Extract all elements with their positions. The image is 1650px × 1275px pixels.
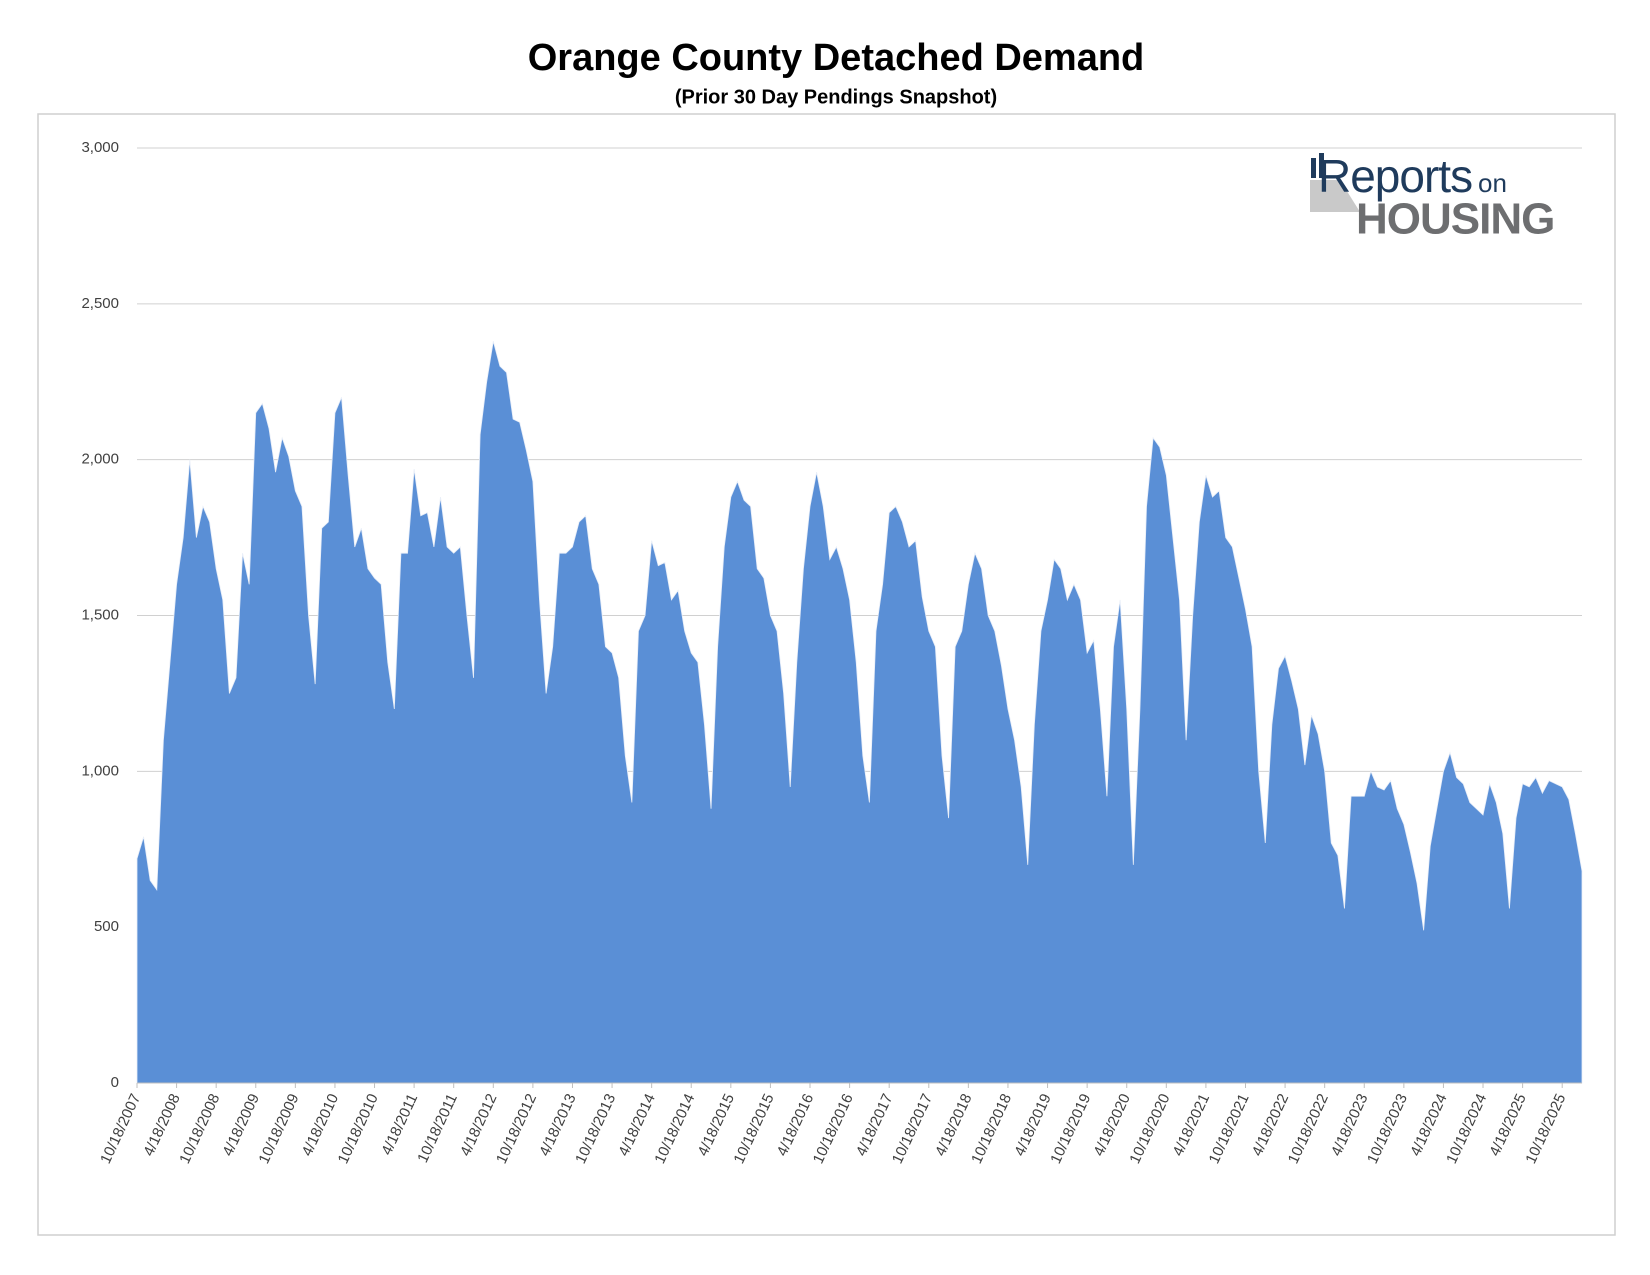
- x-tick-label: 4/18/2011: [378, 1091, 421, 1158]
- x-tick-label: 4/18/2020: [1090, 1091, 1134, 1159]
- x-tick-label: 10/18/2011: [414, 1091, 461, 1165]
- x-tick-label: 10/18/2018: [968, 1091, 1015, 1166]
- x-tick-label: 10/18/2014: [651, 1091, 698, 1166]
- x-tick-label: 10/18/2015: [731, 1091, 778, 1166]
- chart-border: [37, 113, 1616, 1236]
- logo-bar: [1311, 158, 1316, 178]
- logo-word: Reports: [1318, 150, 1472, 202]
- x-tick-label: 10/18/2021: [1206, 1091, 1253, 1166]
- x-tick-label: 10/18/2019: [1047, 1091, 1094, 1166]
- y-tick-label: 500: [94, 918, 119, 935]
- x-tick-label: 10/18/2025: [1522, 1091, 1569, 1166]
- logo: Reports on HOUSING: [1310, 150, 1555, 244]
- chart-title: Orange County Detached Demand: [528, 37, 1145, 79]
- x-tick-label: 4/18/2015: [694, 1091, 738, 1159]
- x-tick-label: 10/18/2013: [572, 1091, 619, 1166]
- y-tick-label: 1,000: [81, 762, 119, 779]
- x-tick-label: 4/18/2023: [1328, 1091, 1372, 1159]
- x-tick-label: 10/18/2009: [255, 1091, 302, 1166]
- x-tick-label: 4/18/2022: [1249, 1091, 1293, 1159]
- x-tick-label: 10/18/2024: [1443, 1091, 1490, 1166]
- x-tick-label: 10/18/2022: [1285, 1091, 1332, 1166]
- logo-small: on: [1478, 168, 1507, 198]
- x-tick-label: 4/18/2010: [299, 1091, 343, 1159]
- x-tick-label: 10/18/2008: [176, 1091, 223, 1166]
- x-tick-label: 4/18/2024: [1407, 1091, 1451, 1159]
- y-tick-label: 3,000: [81, 139, 119, 156]
- y-tick-label: 1,500: [81, 606, 119, 623]
- y-tick-label: 2,500: [81, 295, 119, 312]
- x-tick-label: 10/18/2007: [97, 1091, 144, 1166]
- x-tick-label: 4/18/2008: [140, 1091, 184, 1159]
- x-tick-label: 4/18/2018: [932, 1091, 976, 1159]
- x-tick-label: 10/18/2020: [1126, 1091, 1173, 1166]
- x-tick-label: 4/18/2013: [536, 1091, 580, 1159]
- logo-bar: [1319, 153, 1324, 178]
- x-tick-label: 4/18/2016: [774, 1091, 818, 1159]
- x-tick-label: 4/18/2009: [219, 1091, 263, 1159]
- x-tick-label: 10/18/2010: [335, 1091, 382, 1166]
- x-tick-label: 10/18/2017: [889, 1091, 936, 1166]
- x-tick-label: 4/18/2012: [457, 1091, 501, 1159]
- x-tick-label: 4/18/2014: [615, 1091, 659, 1159]
- x-tick-label: 10/18/2012: [493, 1091, 540, 1166]
- y-tick-label: 0: [111, 1074, 119, 1091]
- x-tick-label: 4/18/2025: [1486, 1091, 1530, 1159]
- x-tick-label: 4/18/2019: [1011, 1091, 1055, 1159]
- x-tick-label: 10/18/2016: [810, 1091, 857, 1166]
- logo-line2: HOUSING: [1356, 195, 1554, 244]
- chart-subtitle: (Prior 30 Day Pendings Snapshot): [675, 86, 997, 108]
- logo-shape: [1310, 180, 1360, 212]
- area: [136, 341, 1583, 1084]
- y-tick-label: 2,000: [81, 451, 119, 468]
- x-tick-label: 10/18/2023: [1364, 1091, 1411, 1166]
- x-tick-label: 4/18/2017: [853, 1091, 897, 1159]
- x-tick-label: 4/18/2021: [1170, 1091, 1214, 1159]
